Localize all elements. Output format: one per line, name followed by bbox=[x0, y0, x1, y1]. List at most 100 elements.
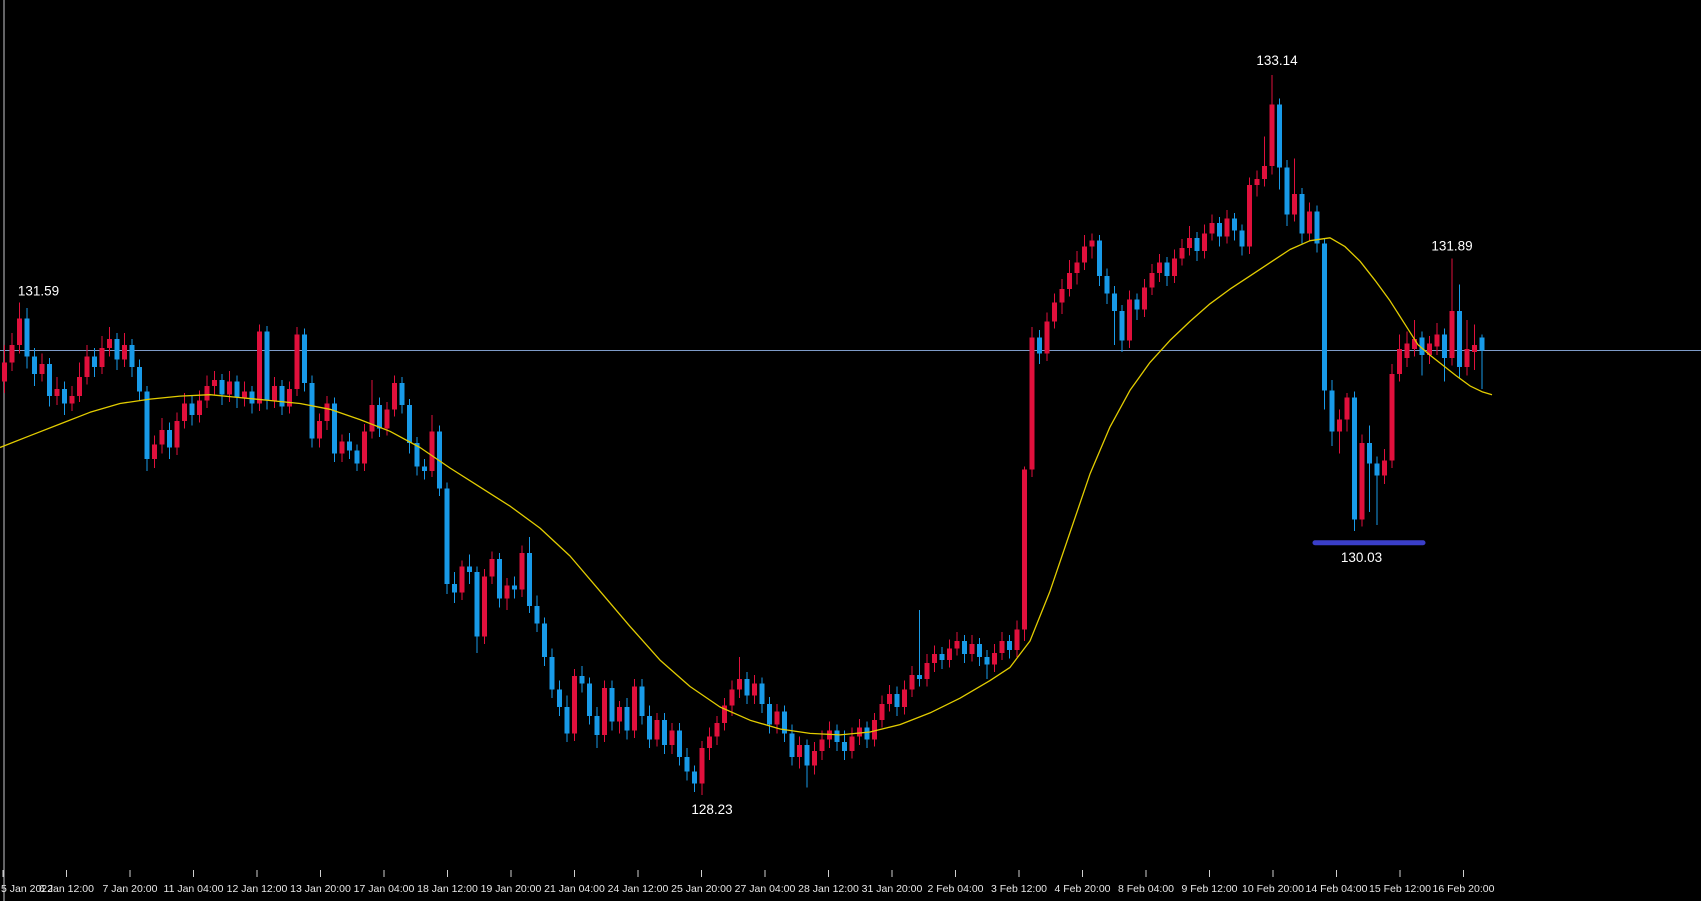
candle-body bbox=[159, 429, 165, 445]
candle-body bbox=[1329, 390, 1335, 432]
candle-body bbox=[122, 344, 127, 360]
candle-body bbox=[639, 686, 645, 716]
candle-body bbox=[459, 566, 465, 593]
candle-body bbox=[1359, 443, 1365, 520]
candle-body bbox=[602, 687, 607, 735]
time-axis-label: 6 Jan 12:00 bbox=[39, 883, 94, 895]
candle-body bbox=[632, 686, 637, 731]
candle-body bbox=[1089, 240, 1095, 247]
candle-body bbox=[1179, 248, 1185, 259]
candle-body bbox=[264, 331, 270, 401]
candle-body bbox=[189, 403, 195, 416]
candle-body bbox=[1374, 463, 1380, 476]
candle-body bbox=[279, 385, 285, 407]
price-annotation: 131.89 bbox=[1431, 238, 1472, 253]
candle-body bbox=[362, 431, 367, 464]
candle-body bbox=[452, 583, 457, 593]
candle-body bbox=[54, 388, 60, 397]
candle-body bbox=[579, 676, 585, 684]
candle-body bbox=[1449, 311, 1455, 359]
candle-body bbox=[1269, 104, 1275, 166]
candle-body bbox=[422, 466, 427, 471]
candle-body bbox=[234, 381, 240, 398]
candle-body bbox=[1307, 211, 1312, 234]
candle-body bbox=[437, 431, 442, 489]
candle-body bbox=[482, 576, 487, 637]
time-axis-label: 25 Jan 20:00 bbox=[671, 883, 732, 895]
candle-body bbox=[857, 727, 862, 737]
candle-body bbox=[204, 385, 210, 401]
candle-body bbox=[744, 679, 750, 696]
candle-body bbox=[849, 736, 855, 752]
candle-body bbox=[842, 742, 847, 752]
candle-body bbox=[1397, 349, 1402, 375]
candle-body bbox=[1337, 419, 1342, 432]
candle-body bbox=[572, 676, 577, 734]
candle-body bbox=[1202, 233, 1207, 251]
candle-body bbox=[692, 771, 697, 784]
time-axis-label: 21 Jan 04:00 bbox=[544, 883, 605, 895]
candle-body bbox=[1074, 262, 1080, 273]
candle-body bbox=[729, 689, 735, 706]
candle-body bbox=[212, 380, 217, 386]
candle-body bbox=[812, 751, 817, 766]
candle-body bbox=[414, 443, 420, 467]
candle-body bbox=[1224, 218, 1230, 237]
time-axis-label: 8 Feb 04:00 bbox=[1118, 883, 1174, 895]
candle-body bbox=[1164, 262, 1170, 276]
candle-body bbox=[287, 388, 292, 407]
candle-body bbox=[39, 363, 45, 375]
candle-body bbox=[902, 689, 907, 708]
candle-body bbox=[519, 553, 525, 590]
candle-body bbox=[924, 663, 930, 680]
candle-body bbox=[392, 382, 397, 410]
time-axis-label: 4 Feb 20:00 bbox=[1054, 883, 1110, 895]
candle-body bbox=[339, 441, 345, 454]
candle-body bbox=[669, 730, 675, 746]
candle-body bbox=[707, 736, 712, 749]
candle-body bbox=[797, 745, 802, 757]
candle-body bbox=[1097, 240, 1102, 276]
candle-body bbox=[1194, 237, 1200, 251]
candle-body bbox=[1262, 165, 1267, 180]
candle-body bbox=[332, 403, 337, 454]
candle-body bbox=[1412, 338, 1417, 350]
candle-body bbox=[1127, 299, 1132, 341]
candle-body bbox=[737, 679, 742, 690]
candle-body bbox=[1119, 311, 1125, 341]
candle-body bbox=[377, 404, 382, 429]
candle-body bbox=[887, 693, 892, 705]
candle-body bbox=[1209, 223, 1215, 234]
candle-body bbox=[1382, 460, 1387, 476]
candle-body bbox=[474, 572, 480, 637]
candle-body bbox=[114, 338, 120, 360]
candle-body bbox=[92, 356, 97, 367]
time-axis-label: 2 Feb 04:00 bbox=[927, 883, 983, 895]
candle-body bbox=[167, 429, 172, 448]
candle-body bbox=[227, 381, 232, 395]
candle-body bbox=[1067, 272, 1072, 290]
candle-body bbox=[174, 421, 180, 448]
candle-body bbox=[647, 715, 652, 740]
candle-body bbox=[1419, 337, 1425, 356]
time-axis-label: 12 Jan 12:00 bbox=[227, 883, 288, 895]
candle-body bbox=[1479, 337, 1485, 351]
candle-body bbox=[272, 385, 277, 401]
candle-body bbox=[992, 652, 997, 665]
candle-body bbox=[47, 363, 52, 397]
candle-body bbox=[759, 683, 765, 705]
candle-body bbox=[152, 444, 157, 460]
candle-body bbox=[1022, 469, 1027, 630]
candle-body bbox=[654, 720, 660, 740]
time-axis-label: 17 Jan 04:00 bbox=[354, 883, 415, 895]
candle-body bbox=[1014, 629, 1020, 650]
candle-body bbox=[617, 707, 622, 722]
candle-body bbox=[774, 711, 780, 725]
candle-body bbox=[369, 404, 375, 432]
candle-body bbox=[497, 558, 502, 599]
candle-body bbox=[684, 756, 690, 772]
candle-body bbox=[767, 704, 772, 725]
candle-body bbox=[1149, 272, 1155, 288]
candle-body bbox=[1232, 218, 1237, 231]
